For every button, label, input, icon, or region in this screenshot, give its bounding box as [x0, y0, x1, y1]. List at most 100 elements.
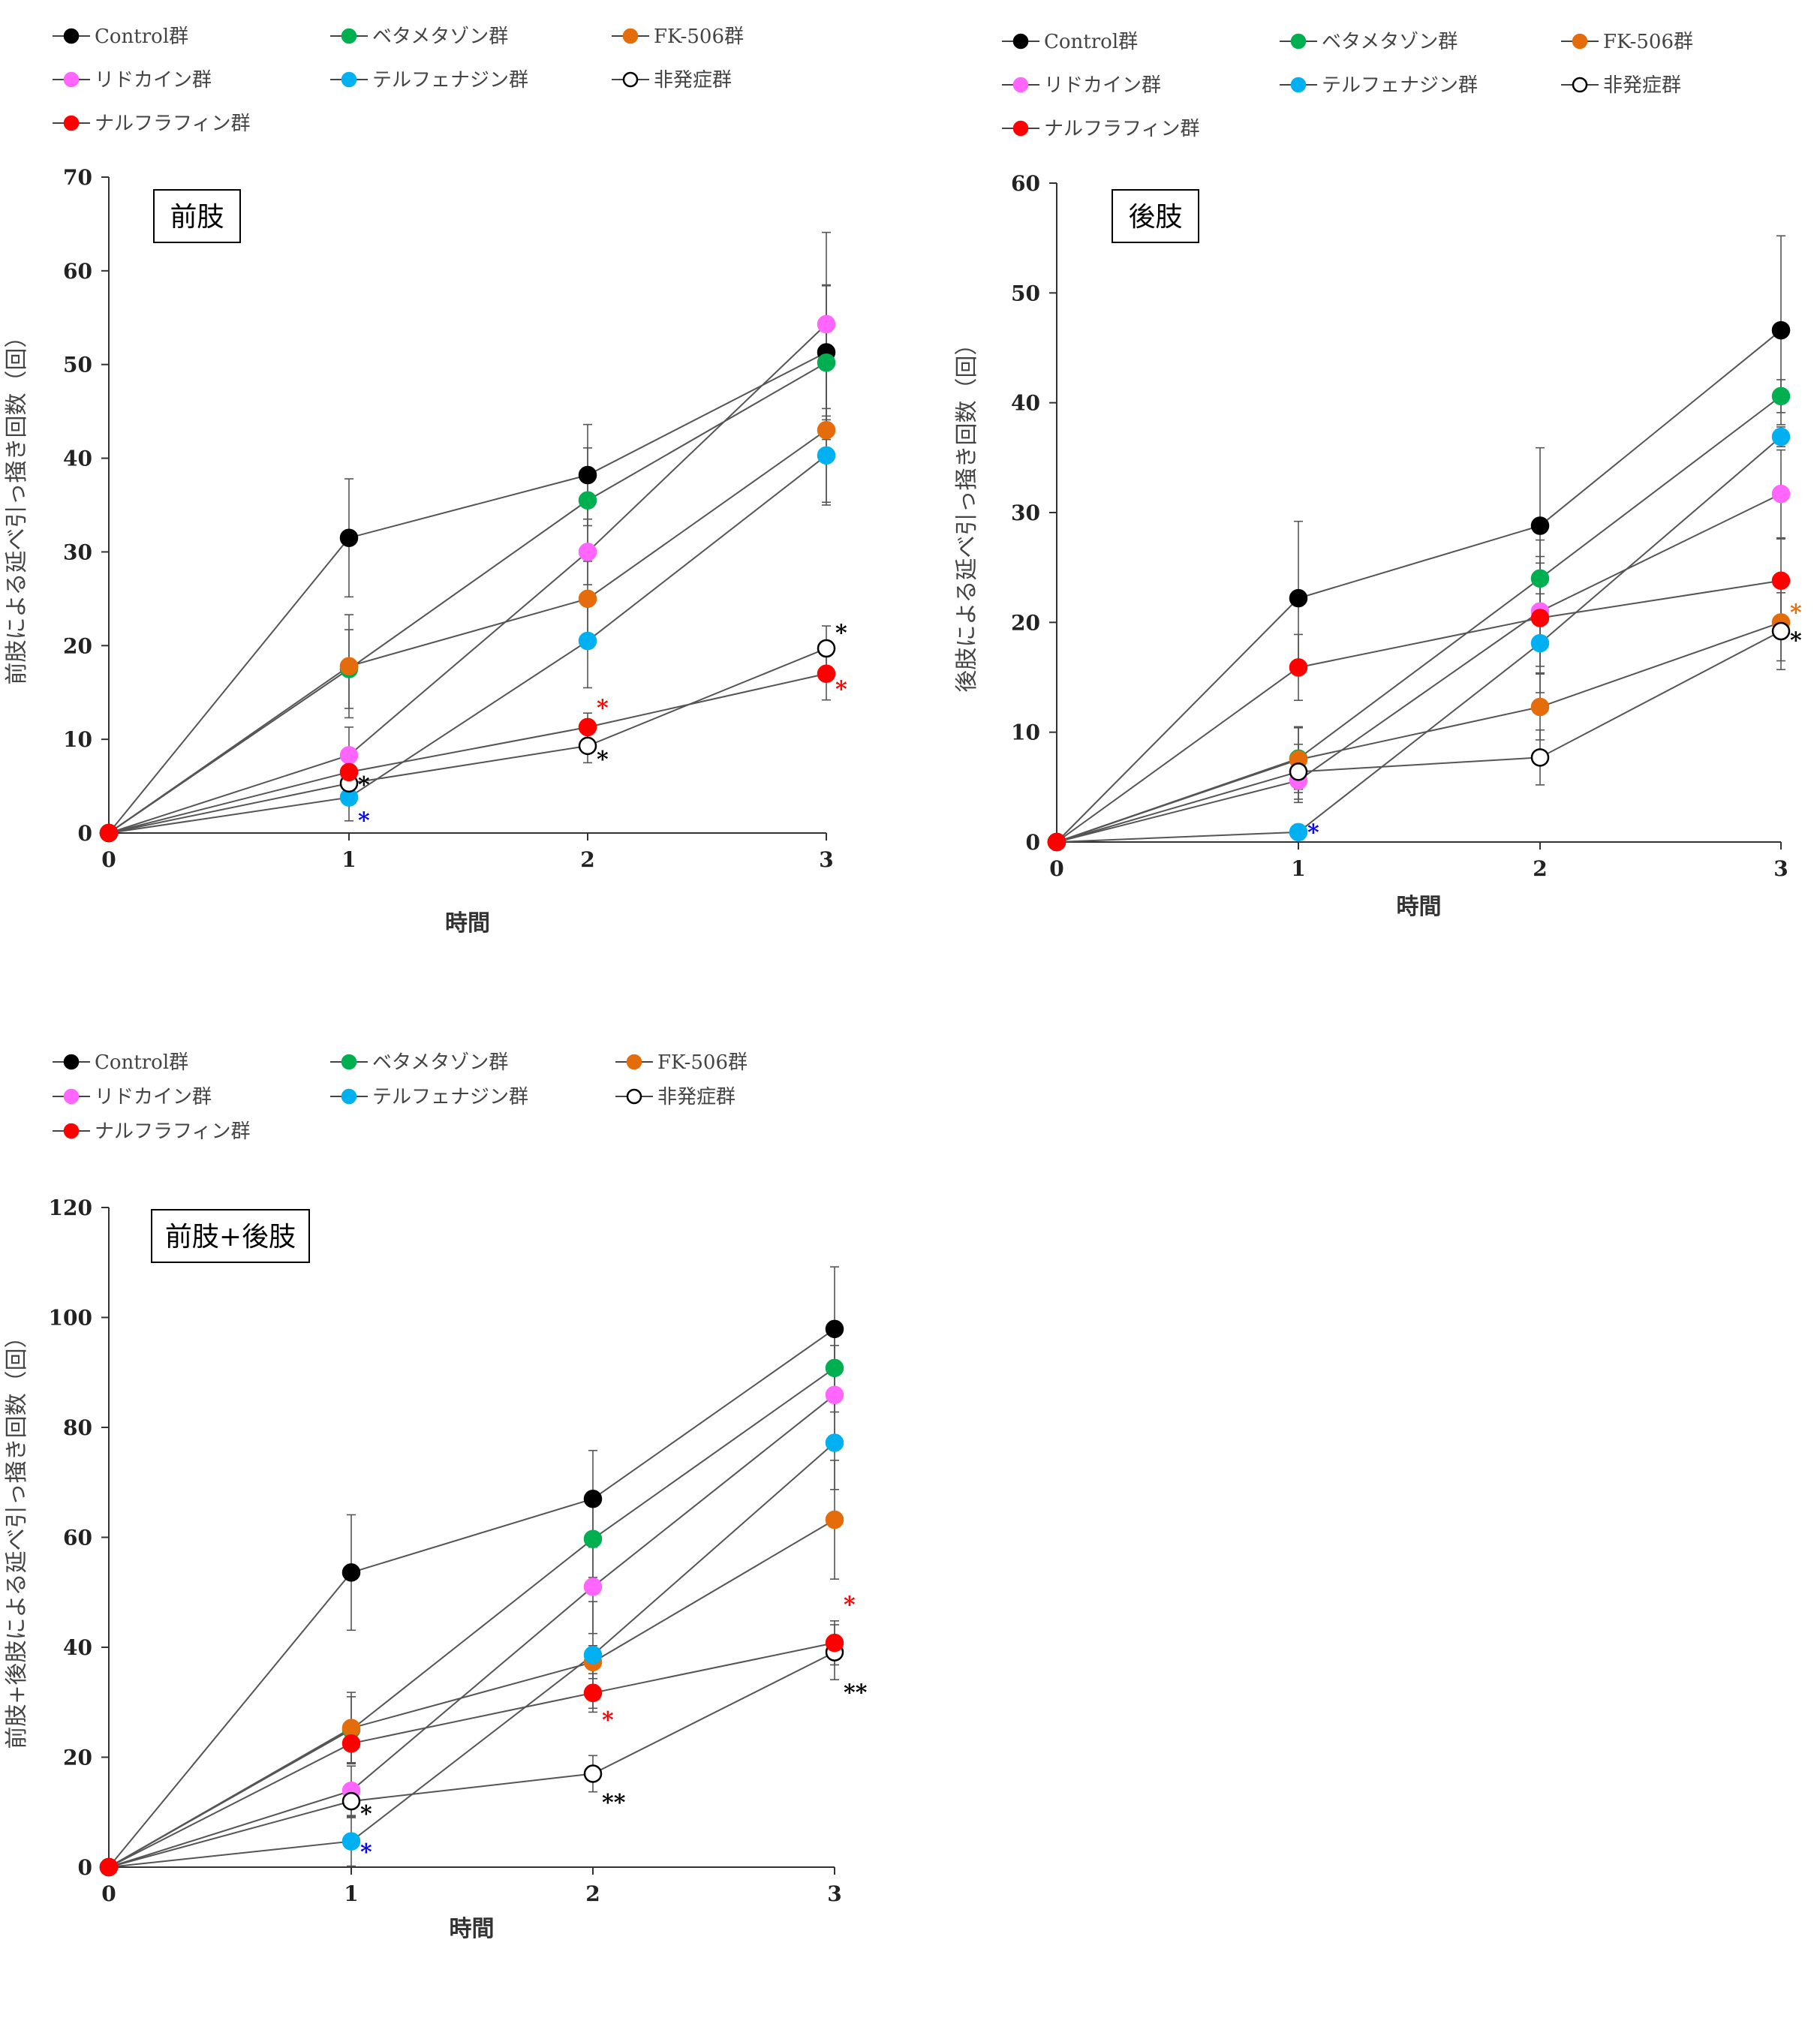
series-line [108, 1328, 835, 1868]
y-tick-label: 60 [63, 259, 92, 284]
significance-mark: * [360, 1839, 372, 1866]
legend-label: ベタメタゾン群 [372, 1051, 508, 1074]
legend-marker [63, 71, 80, 88]
legend-item: ナルフラフィン群 [1002, 118, 1199, 140]
data-point [578, 589, 597, 609]
series-line [1056, 395, 1782, 843]
series-line [108, 351, 827, 834]
significance-mark: * [1307, 820, 1319, 846]
legend-item: Control群 [1002, 31, 1138, 53]
data-point [583, 1577, 603, 1596]
y-tick-label: 40 [63, 1635, 92, 1660]
series [108, 1395, 839, 1868]
significance-mark: * [597, 695, 609, 721]
data-point [1289, 823, 1308, 842]
legend-marker [1012, 77, 1029, 93]
x-tick-label: 2 [585, 1881, 600, 1906]
series [1056, 538, 1785, 843]
series [108, 1345, 839, 1868]
data-point [339, 528, 359, 547]
series [1056, 235, 1785, 843]
significance-mark: * [358, 772, 370, 798]
significance-mark: ** [844, 1680, 868, 1707]
legend-label: FK-506群 [654, 26, 744, 48]
legend-marker [341, 1054, 357, 1070]
y-tick-label: 40 [1011, 391, 1040, 416]
data-point [1771, 621, 1791, 641]
y-tick-label: 30 [1011, 501, 1040, 525]
x-tick-label: 3 [1773, 856, 1788, 881]
x-tick-label: 3 [827, 1881, 841, 1906]
series [108, 625, 831, 834]
legend-marker [626, 1054, 642, 1070]
legend-item: FK-506群 [615, 1051, 748, 1074]
x-axis-label: 時間 [1397, 894, 1442, 920]
data-point [99, 823, 119, 843]
legend-marker [63, 115, 80, 131]
legend-marker [1012, 120, 1029, 137]
series-line [108, 648, 827, 834]
x-tick-label: 1 [341, 847, 356, 872]
data-point [578, 717, 597, 737]
data-point [578, 491, 597, 510]
y-tick-label: 30 [63, 540, 92, 564]
significance-mark: * [1790, 600, 1802, 627]
data-point [583, 1529, 603, 1548]
y-tick-label: 20 [63, 1746, 92, 1770]
series-line [108, 362, 827, 834]
significance-mark: * [358, 808, 370, 834]
legend-label: 非発症群 [1603, 74, 1681, 97]
data-point [825, 1385, 844, 1405]
legend-marker [1290, 33, 1307, 50]
x-tick-label: 3 [819, 847, 833, 872]
data-point [1289, 658, 1308, 677]
series [108, 231, 831, 834]
y-tick-label: 0 [1026, 830, 1040, 855]
data-point [825, 1319, 844, 1339]
legend-label: FK-506群 [1603, 31, 1693, 53]
y-tick-label: 70 [63, 165, 92, 190]
series-line [108, 1651, 835, 1868]
series [108, 284, 831, 834]
significance-mark: * [602, 1707, 614, 1734]
data-point [1771, 484, 1791, 504]
legend-item: 非発症群 [615, 1086, 736, 1108]
data-point [583, 1646, 603, 1665]
legend-label: リドカイン群 [1044, 74, 1161, 97]
x-tick-label: 0 [101, 1881, 116, 1906]
data-point [817, 639, 836, 658]
data-point [817, 314, 836, 334]
data-point [1771, 320, 1791, 340]
series-line [108, 455, 827, 834]
data-point [578, 631, 597, 651]
data-point [578, 543, 597, 561]
series [108, 408, 831, 834]
series [108, 1323, 839, 1868]
y-tick-label: 10 [63, 727, 92, 752]
legend-item: リドカイン群 [1002, 74, 1161, 97]
series-line [108, 1642, 835, 1868]
legend-marker [626, 1088, 642, 1105]
series-line [108, 1519, 835, 1868]
data-point [1530, 569, 1550, 588]
y-tick-label: 50 [1011, 281, 1040, 305]
data-point [578, 465, 597, 485]
y-tick-label: 100 [49, 1306, 92, 1331]
series [1056, 583, 1785, 843]
data-point [339, 762, 359, 782]
significance-mark: * [597, 747, 609, 773]
legend-label: ナルフラフィン群 [95, 1120, 250, 1143]
y-tick-label: 10 [1011, 720, 1040, 745]
data-point [817, 446, 836, 465]
series [108, 1620, 839, 1868]
legend-marker [341, 28, 357, 44]
legend-label: リドカイン群 [95, 1086, 212, 1108]
series [1056, 449, 1785, 843]
data-point [341, 1791, 361, 1811]
legend-item: FK-506群 [612, 26, 744, 48]
legend-marker [63, 1123, 80, 1139]
y-tick-label: 0 [78, 821, 92, 846]
data-point [583, 1489, 603, 1508]
